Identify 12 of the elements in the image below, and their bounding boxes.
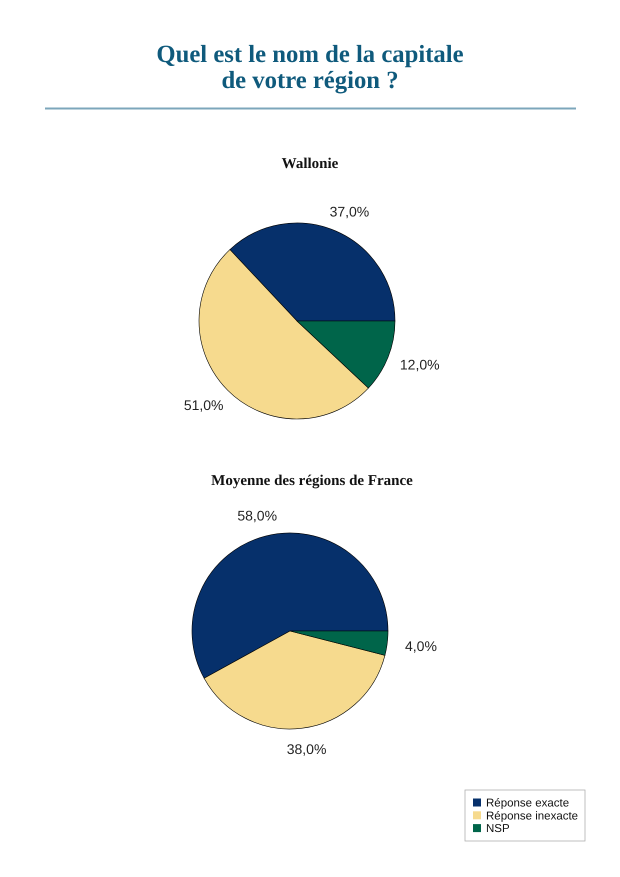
data-label: 38,0% [286, 740, 326, 757]
chart-title: Quel est le nom de la capitale de votre région ? [156, 41, 464, 94]
data-label: 12,0% [400, 356, 440, 373]
data-label: 37,0% [330, 204, 370, 220]
legend-label: Réponse exacte [486, 798, 570, 810]
legend-label: NSP [486, 823, 510, 836]
data-label: 51,0% [184, 397, 224, 414]
chart-subtitle: Wallonie [282, 156, 339, 172]
data-label: 4,0% [405, 638, 437, 654]
data-label: 58,0% [237, 508, 278, 524]
legend-label: Réponse inexacte [486, 810, 578, 822]
chart-title: Moyenne des régions de France [211, 473, 414, 489]
